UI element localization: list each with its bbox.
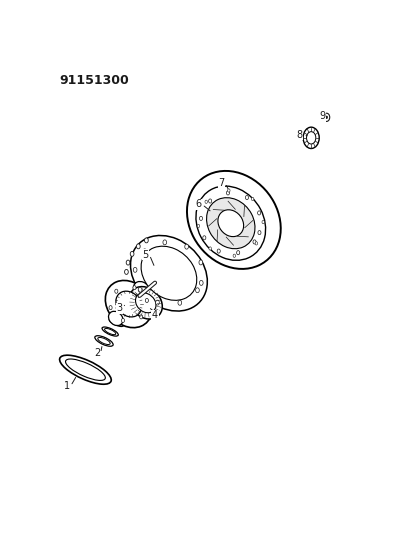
Text: 9: 9 bbox=[320, 111, 326, 122]
Circle shape bbox=[226, 191, 229, 195]
Ellipse shape bbox=[112, 320, 121, 325]
Text: 3: 3 bbox=[117, 303, 122, 313]
Circle shape bbox=[185, 244, 188, 249]
Ellipse shape bbox=[187, 171, 281, 269]
Circle shape bbox=[217, 249, 220, 253]
Ellipse shape bbox=[59, 355, 111, 384]
Ellipse shape bbox=[102, 327, 118, 336]
Ellipse shape bbox=[65, 359, 105, 381]
Ellipse shape bbox=[136, 293, 156, 313]
Circle shape bbox=[203, 236, 206, 240]
Ellipse shape bbox=[109, 311, 123, 326]
Circle shape bbox=[200, 280, 203, 285]
Text: 6: 6 bbox=[195, 199, 201, 209]
Circle shape bbox=[115, 289, 118, 293]
Circle shape bbox=[324, 113, 330, 122]
Text: 91151300: 91151300 bbox=[59, 74, 129, 87]
Ellipse shape bbox=[116, 291, 142, 317]
Circle shape bbox=[258, 211, 261, 215]
Text: 4: 4 bbox=[152, 310, 158, 320]
Ellipse shape bbox=[218, 210, 244, 237]
Circle shape bbox=[136, 244, 140, 249]
Circle shape bbox=[227, 189, 230, 192]
Circle shape bbox=[138, 287, 142, 292]
Circle shape bbox=[245, 196, 249, 199]
Circle shape bbox=[262, 221, 265, 224]
Circle shape bbox=[258, 231, 261, 235]
Text: 1: 1 bbox=[64, 381, 70, 391]
Text: 8: 8 bbox=[297, 130, 303, 140]
Circle shape bbox=[140, 315, 143, 319]
Circle shape bbox=[199, 260, 203, 265]
Circle shape bbox=[178, 300, 182, 305]
Circle shape bbox=[209, 247, 211, 250]
Circle shape bbox=[133, 286, 136, 290]
Ellipse shape bbox=[105, 328, 116, 335]
Circle shape bbox=[133, 268, 137, 272]
Ellipse shape bbox=[303, 127, 319, 149]
Ellipse shape bbox=[105, 280, 152, 328]
Circle shape bbox=[255, 242, 258, 245]
Circle shape bbox=[197, 224, 200, 228]
Circle shape bbox=[143, 249, 146, 254]
Circle shape bbox=[205, 200, 207, 204]
Circle shape bbox=[326, 116, 328, 118]
Ellipse shape bbox=[141, 246, 197, 300]
Text: 2: 2 bbox=[94, 348, 100, 358]
Circle shape bbox=[126, 260, 130, 265]
Circle shape bbox=[209, 199, 212, 203]
Ellipse shape bbox=[306, 132, 316, 144]
Ellipse shape bbox=[207, 198, 255, 249]
Circle shape bbox=[109, 305, 112, 310]
Ellipse shape bbox=[133, 281, 150, 298]
Circle shape bbox=[251, 197, 254, 200]
Text: 5: 5 bbox=[142, 250, 149, 260]
Circle shape bbox=[163, 240, 167, 245]
Circle shape bbox=[196, 288, 200, 293]
Circle shape bbox=[237, 251, 240, 255]
Text: 7: 7 bbox=[218, 178, 225, 188]
Ellipse shape bbox=[129, 287, 162, 319]
Circle shape bbox=[233, 254, 235, 257]
Circle shape bbox=[124, 270, 128, 274]
Circle shape bbox=[156, 300, 159, 305]
Ellipse shape bbox=[109, 319, 123, 327]
Ellipse shape bbox=[196, 186, 266, 260]
Circle shape bbox=[145, 298, 148, 303]
Ellipse shape bbox=[95, 336, 113, 346]
Circle shape bbox=[144, 238, 148, 243]
Ellipse shape bbox=[98, 337, 110, 344]
Ellipse shape bbox=[130, 236, 207, 311]
Circle shape bbox=[253, 240, 256, 244]
Circle shape bbox=[130, 252, 134, 256]
Circle shape bbox=[121, 318, 124, 322]
Circle shape bbox=[200, 216, 203, 221]
